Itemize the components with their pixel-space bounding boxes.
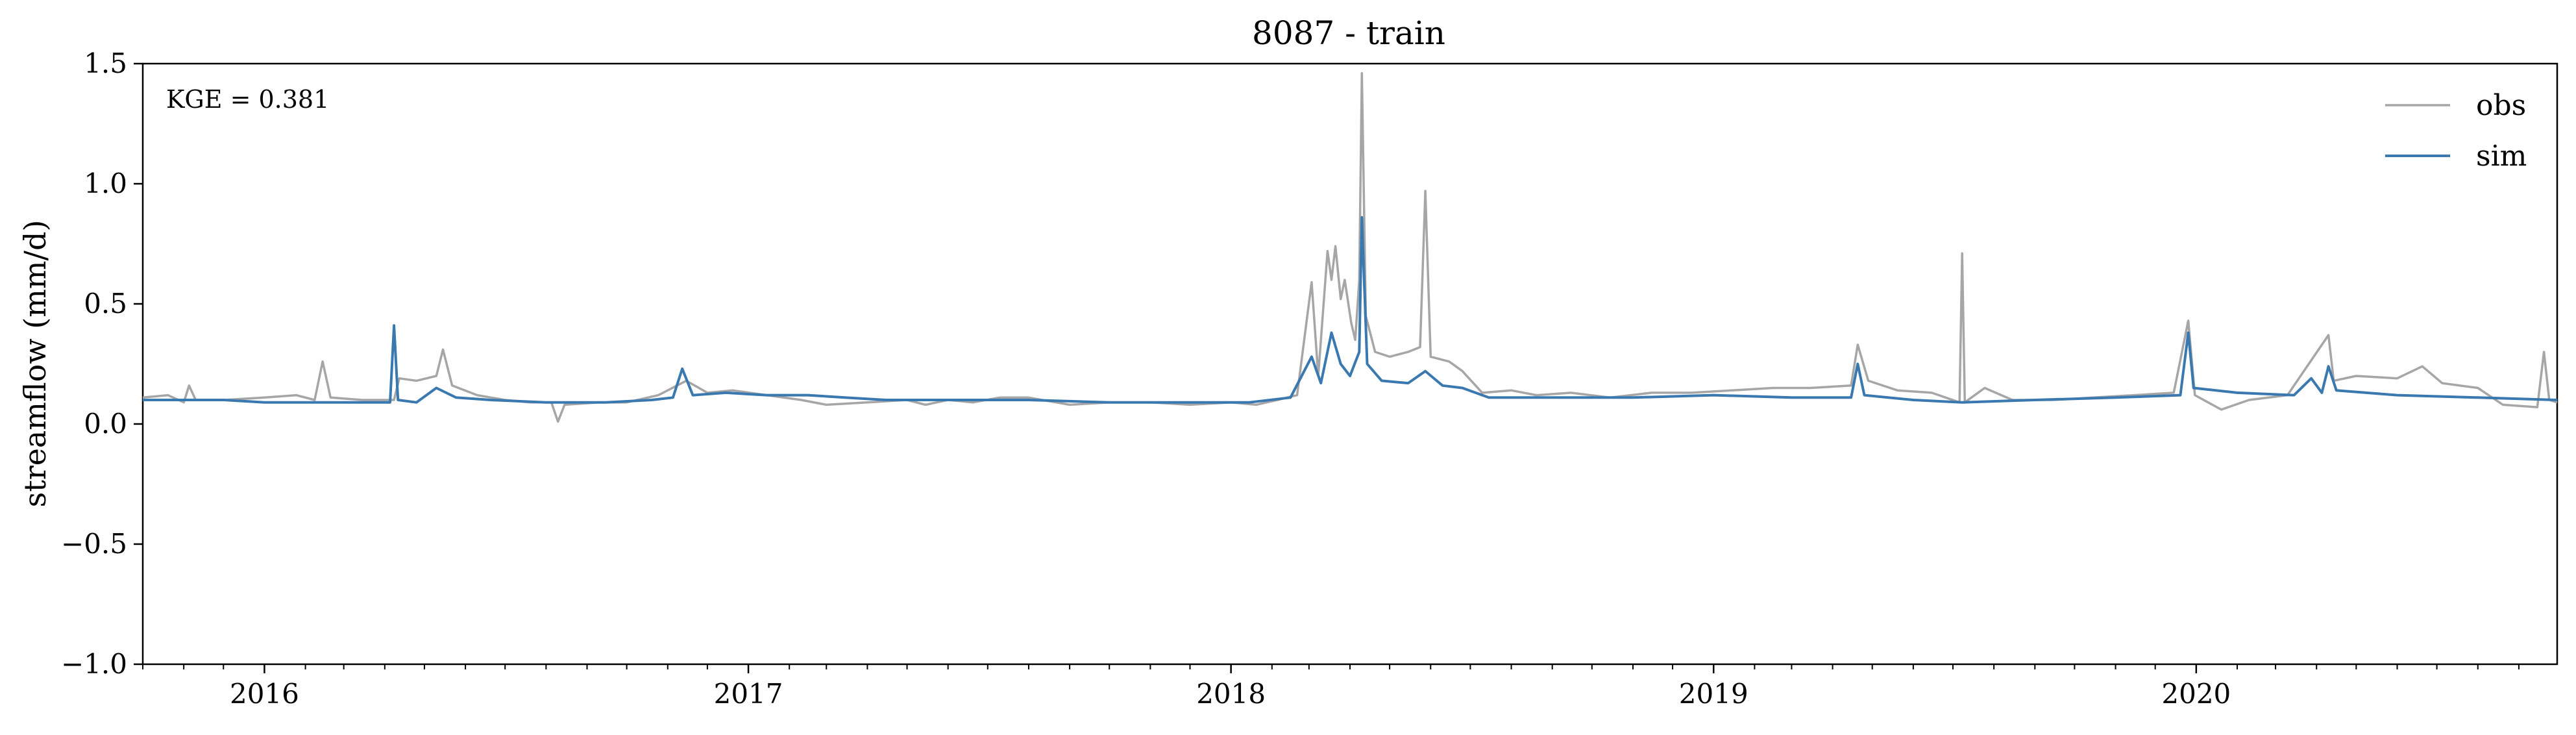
x-tick-label: 2016: [230, 678, 299, 710]
kge-annotation: KGE = 0.381: [166, 85, 329, 114]
series-lines: [142, 72, 2558, 423]
y-tick-label: −1.0: [61, 648, 127, 680]
series-line-obs: [142, 72, 2558, 423]
plot-frame: [141, 62, 2558, 666]
y-tick-label: 0.5: [84, 288, 127, 319]
y-tick-label: 1.0: [84, 168, 127, 199]
x-tick-label: 2019: [1679, 678, 1748, 710]
legend-label-obs: obs: [2476, 89, 2526, 122]
plot-area: KGE = 0.381 obs sim: [141, 62, 2558, 666]
x-tick-label: 2017: [714, 678, 783, 710]
chart-title: 8087 - train: [1252, 14, 1445, 52]
y-tick-label: 1.5: [84, 47, 127, 79]
y-tick-label: −0.5: [61, 528, 127, 560]
y-tick-label: 0.0: [84, 408, 127, 440]
x-tick-label: 2020: [2161, 678, 2231, 710]
legend: obs sim: [2385, 89, 2527, 173]
y-axis-label: streamflow (mm/d): [18, 220, 53, 508]
y-axis: −1.0 −0.5 0.0 0.5 1.0 1.5: [61, 47, 143, 680]
x-tick-label: 2018: [1196, 678, 1266, 710]
series-line-sim: [143, 216, 2558, 404]
x-axis: 2016 2017 2018 2019 2020: [142, 664, 2520, 710]
legend-label-sim: sim: [2476, 140, 2527, 173]
